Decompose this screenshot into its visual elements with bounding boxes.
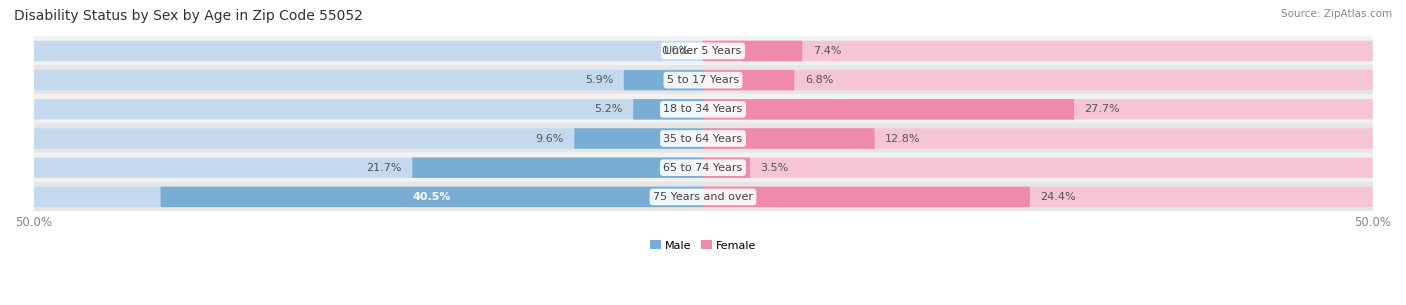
- FancyBboxPatch shape: [34, 36, 1372, 66]
- FancyBboxPatch shape: [34, 187, 703, 207]
- Text: 5 to 17 Years: 5 to 17 Years: [666, 75, 740, 85]
- Text: Disability Status by Sex by Age in Zip Code 55052: Disability Status by Sex by Age in Zip C…: [14, 9, 363, 23]
- Text: 6.8%: 6.8%: [804, 75, 834, 85]
- Text: Source: ZipAtlas.com: Source: ZipAtlas.com: [1281, 9, 1392, 19]
- Text: 65 to 74 Years: 65 to 74 Years: [664, 163, 742, 173]
- FancyBboxPatch shape: [34, 152, 1372, 183]
- FancyBboxPatch shape: [703, 187, 1029, 207]
- FancyBboxPatch shape: [34, 94, 1372, 124]
- FancyBboxPatch shape: [34, 41, 703, 61]
- Text: 75 Years and over: 75 Years and over: [652, 192, 754, 202]
- FancyBboxPatch shape: [703, 70, 794, 90]
- FancyBboxPatch shape: [160, 187, 703, 207]
- FancyBboxPatch shape: [34, 65, 1372, 95]
- FancyBboxPatch shape: [703, 187, 1372, 207]
- FancyBboxPatch shape: [703, 41, 803, 61]
- Text: 5.9%: 5.9%: [585, 75, 613, 85]
- FancyBboxPatch shape: [34, 70, 703, 90]
- FancyBboxPatch shape: [574, 128, 703, 149]
- FancyBboxPatch shape: [703, 70, 1372, 90]
- FancyBboxPatch shape: [633, 99, 703, 120]
- Text: Under 5 Years: Under 5 Years: [665, 46, 741, 56]
- Text: 0.0%: 0.0%: [661, 46, 689, 56]
- FancyBboxPatch shape: [34, 99, 703, 120]
- FancyBboxPatch shape: [703, 99, 1074, 120]
- Text: 3.5%: 3.5%: [761, 163, 789, 173]
- FancyBboxPatch shape: [34, 182, 1372, 212]
- Text: 18 to 34 Years: 18 to 34 Years: [664, 104, 742, 114]
- Text: 40.5%: 40.5%: [412, 192, 451, 202]
- FancyBboxPatch shape: [34, 128, 703, 149]
- FancyBboxPatch shape: [34, 157, 703, 178]
- FancyBboxPatch shape: [703, 157, 749, 178]
- Text: 12.8%: 12.8%: [886, 134, 921, 144]
- FancyBboxPatch shape: [412, 157, 703, 178]
- Text: 24.4%: 24.4%: [1040, 192, 1076, 202]
- Text: 27.7%: 27.7%: [1084, 104, 1121, 114]
- FancyBboxPatch shape: [703, 128, 1372, 149]
- Text: 7.4%: 7.4%: [813, 46, 841, 56]
- FancyBboxPatch shape: [34, 123, 1372, 154]
- FancyBboxPatch shape: [624, 70, 703, 90]
- Legend: Male, Female: Male, Female: [645, 236, 761, 255]
- Text: 21.7%: 21.7%: [366, 163, 402, 173]
- Text: 35 to 64 Years: 35 to 64 Years: [664, 134, 742, 144]
- FancyBboxPatch shape: [703, 157, 1372, 178]
- FancyBboxPatch shape: [703, 41, 1372, 61]
- Text: 5.2%: 5.2%: [595, 104, 623, 114]
- Text: 9.6%: 9.6%: [536, 134, 564, 144]
- FancyBboxPatch shape: [703, 128, 875, 149]
- FancyBboxPatch shape: [703, 99, 1372, 120]
